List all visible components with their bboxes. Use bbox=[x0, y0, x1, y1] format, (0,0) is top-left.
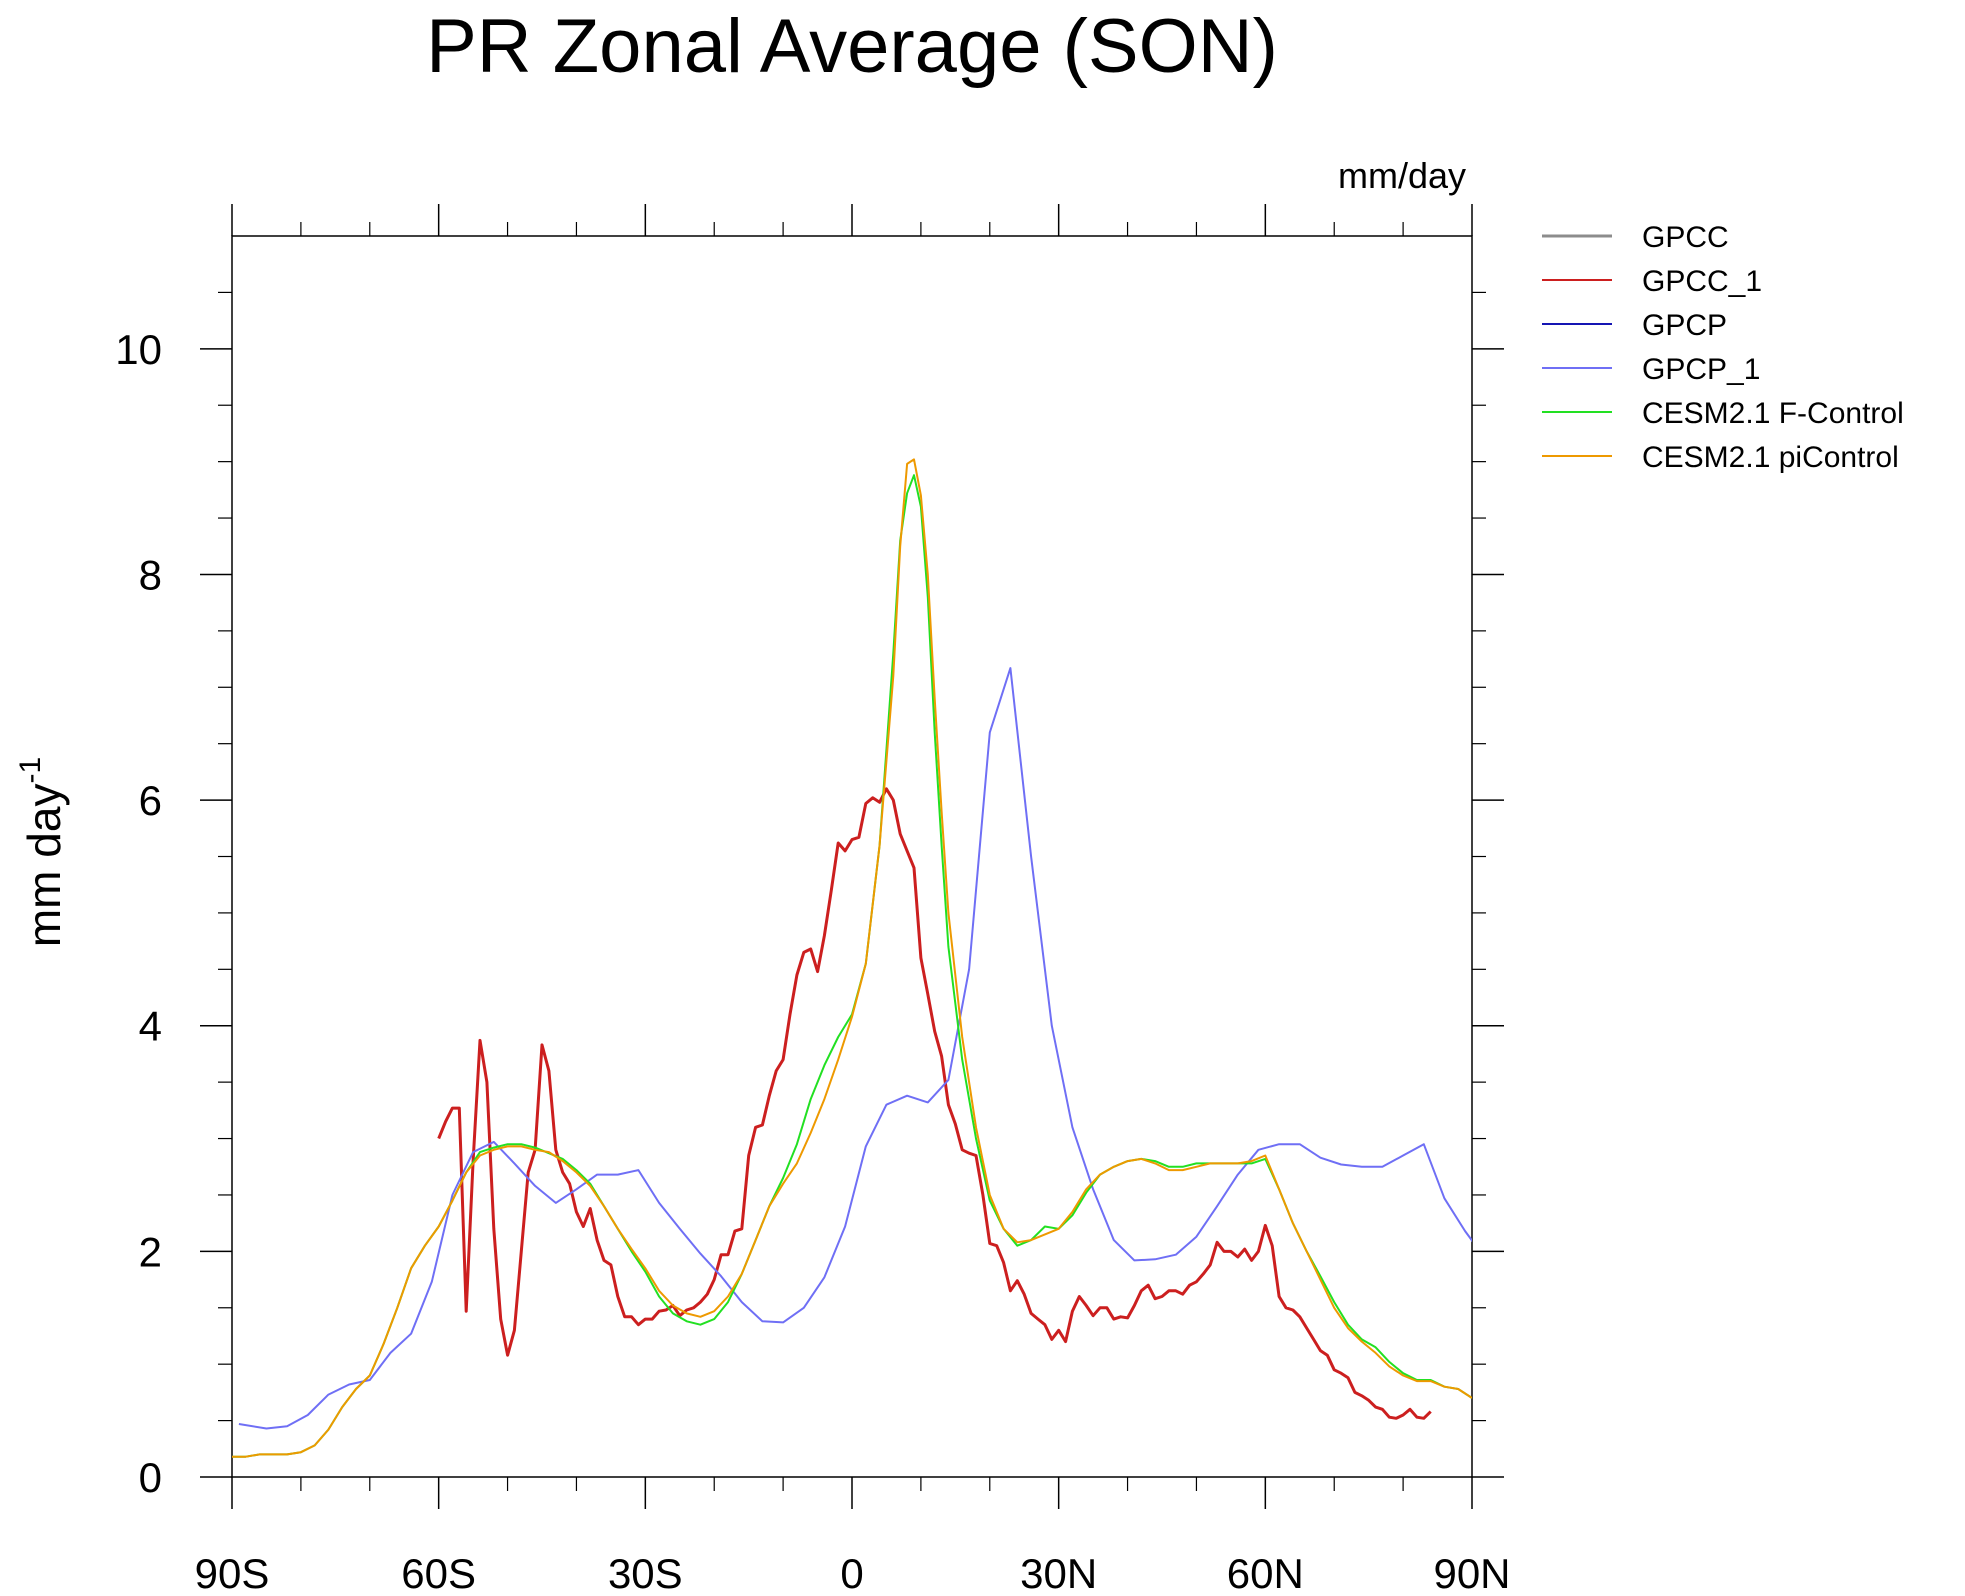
y-tick-label: 10 bbox=[115, 326, 162, 373]
y-axis-label: mm day-1 bbox=[14, 757, 70, 947]
series-line-cesm2-1-f-control bbox=[232, 474, 1472, 1458]
y-axis-label-text: mm day bbox=[18, 784, 70, 948]
y-tick-label: 8 bbox=[139, 551, 162, 598]
chart-title: PR Zonal Average (SON) bbox=[426, 4, 1278, 89]
y-tick-label: 2 bbox=[139, 1228, 162, 1275]
x-tick-label: 90S bbox=[195, 1550, 270, 1596]
units-label: mm/day bbox=[1338, 155, 1466, 196]
series-line-gpcc-1 bbox=[437, 787, 1432, 1420]
x-tick-label: 60S bbox=[401, 1550, 476, 1596]
series-lines bbox=[232, 458, 1472, 1458]
y-tick-label: 4 bbox=[139, 1003, 162, 1050]
x-tick-label: 30S bbox=[608, 1550, 683, 1596]
series-line-cesm2-1-picontrol bbox=[232, 458, 1472, 1458]
x-tick-label: 90N bbox=[1433, 1550, 1510, 1596]
legend-label-cesm2-1-picontrol: CESM2.1 piControl bbox=[1642, 441, 1899, 474]
x-tick-label: 30N bbox=[1020, 1550, 1097, 1596]
legend-label-gpcc: GPCC bbox=[1642, 221, 1729, 254]
x-tick-label: 60N bbox=[1227, 1550, 1304, 1596]
y-tick-label: 0 bbox=[139, 1454, 162, 1501]
y-tick-label: 6 bbox=[139, 777, 162, 824]
legend-label-gpcp: GPCP bbox=[1642, 309, 1727, 342]
legend-label-gpcp-1: GPCP_1 bbox=[1642, 353, 1760, 386]
legend: GPCC GPCC_1 GPCP GPCP_1 CESM2.1 F-Control CES… bbox=[1542, 221, 1904, 474]
legend-label-cesm2-1-f-control: CESM2.1 F-Control bbox=[1642, 397, 1904, 430]
legend-label-gpcc-1: GPCC_1 bbox=[1642, 265, 1762, 298]
series-line-gpcp-1 bbox=[238, 667, 1472, 1430]
y-axis-label-exponent: -1 bbox=[14, 757, 47, 784]
plot-frame bbox=[231, 235, 1473, 1478]
x-tick-label: 0 bbox=[840, 1550, 863, 1596]
axes: 90S 60S 30S 0 30N 60N 90N 0 2 4 6 8 10 bbox=[115, 204, 1511, 1596]
